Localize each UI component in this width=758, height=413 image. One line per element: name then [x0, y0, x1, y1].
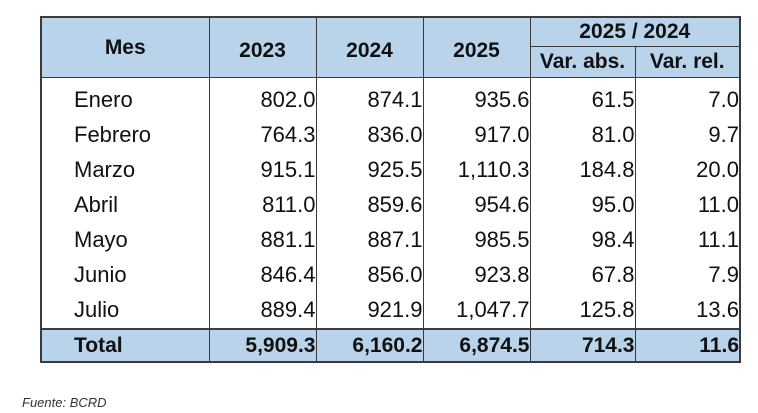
value-var-rel: 20.0 — [634, 152, 741, 187]
source-note: Fuente: BCRD — [22, 395, 107, 410]
value-var-abs: 125.8 — [529, 292, 636, 329]
total-row: Total 5,909.3 6,160.2 6,874.5 714.3 11.6 — [40, 328, 741, 363]
month-cell: Abril — [40, 187, 210, 222]
month-cell: Mayo — [40, 222, 210, 257]
month-cell: Enero — [40, 77, 210, 117]
header-year-2024: 2024 — [315, 16, 424, 78]
table-row: Enero 802.0 874.1 935.6 61.5 7.0 — [40, 77, 741, 117]
value-2023: 915.1 — [208, 152, 317, 187]
total-2025: 6,874.5 — [422, 328, 531, 363]
value-2024: 921.9 — [315, 292, 424, 329]
value-2023: 846.4 — [208, 257, 317, 292]
month-cell: Febrero — [40, 117, 210, 152]
table-row: Junio 846.4 856.0 923.8 67.8 7.9 — [40, 257, 741, 292]
table-row: Febrero 764.3 836.0 917.0 81.0 9.7 — [40, 117, 741, 152]
value-var-abs: 95.0 — [529, 187, 636, 222]
value-var-rel: 7.0 — [634, 77, 741, 117]
value-2025: 917.0 — [422, 117, 531, 152]
header-year-2025: 2025 — [422, 16, 531, 78]
total-2023: 5,909.3 — [208, 328, 317, 363]
total-2024: 6,160.2 — [315, 328, 424, 363]
total-label: Total — [40, 328, 210, 363]
value-var-abs: 81.0 — [529, 117, 636, 152]
header-mes: Mes — [40, 16, 210, 78]
value-2025: 923.8 — [422, 257, 531, 292]
value-2023: 764.3 — [208, 117, 317, 152]
value-var-rel: 13.6 — [634, 292, 741, 329]
value-2024: 856.0 — [315, 257, 424, 292]
monthly-comparison-table: Mes 2023 2024 2025 2025 / 2024 Var. abs.… — [40, 16, 741, 363]
value-2024: 887.1 — [315, 222, 424, 257]
value-var-rel: 11.0 — [634, 187, 741, 222]
value-2023: 881.1 — [208, 222, 317, 257]
table-row: Mayo 881.1 887.1 985.5 98.4 11.1 — [40, 222, 741, 257]
header-comparison: 2025 / 2024 — [529, 16, 741, 47]
total-var-rel: 11.6 — [634, 328, 741, 363]
value-2024: 874.1 — [315, 77, 424, 117]
header-year-2023: 2023 — [208, 16, 317, 78]
total-var-abs: 714.3 — [529, 328, 636, 363]
value-var-rel: 7.9 — [634, 257, 741, 292]
value-2023: 802.0 — [208, 77, 317, 117]
value-2024: 925.5 — [315, 152, 424, 187]
value-var-abs: 98.4 — [529, 222, 636, 257]
value-var-rel: 11.1 — [634, 222, 741, 257]
month-cell: Junio — [40, 257, 210, 292]
value-2024: 836.0 — [315, 117, 424, 152]
table-row: Julio 889.4 921.9 1,047.7 125.8 13.6 — [40, 292, 741, 329]
value-2025: 935.6 — [422, 77, 531, 117]
table-row: Marzo 915.1 925.5 1,110.3 184.8 20.0 — [40, 152, 741, 187]
month-cell: Julio — [40, 292, 210, 329]
header-var-rel: Var. rel. — [634, 45, 741, 78]
table-row: Abril 811.0 859.6 954.6 95.0 11.0 — [40, 187, 741, 222]
value-var-abs: 184.8 — [529, 152, 636, 187]
value-var-rel: 9.7 — [634, 117, 741, 152]
value-2025: 1,110.3 — [422, 152, 531, 187]
value-2025: 985.5 — [422, 222, 531, 257]
header-var-abs: Var. abs. — [529, 45, 636, 78]
value-2023: 889.4 — [208, 292, 317, 329]
value-var-abs: 61.5 — [529, 77, 636, 117]
month-cell: Marzo — [40, 152, 210, 187]
value-2023: 811.0 — [208, 187, 317, 222]
value-2025: 1,047.7 — [422, 292, 531, 329]
value-2025: 954.6 — [422, 187, 531, 222]
value-var-abs: 67.8 — [529, 257, 636, 292]
value-2024: 859.6 — [315, 187, 424, 222]
